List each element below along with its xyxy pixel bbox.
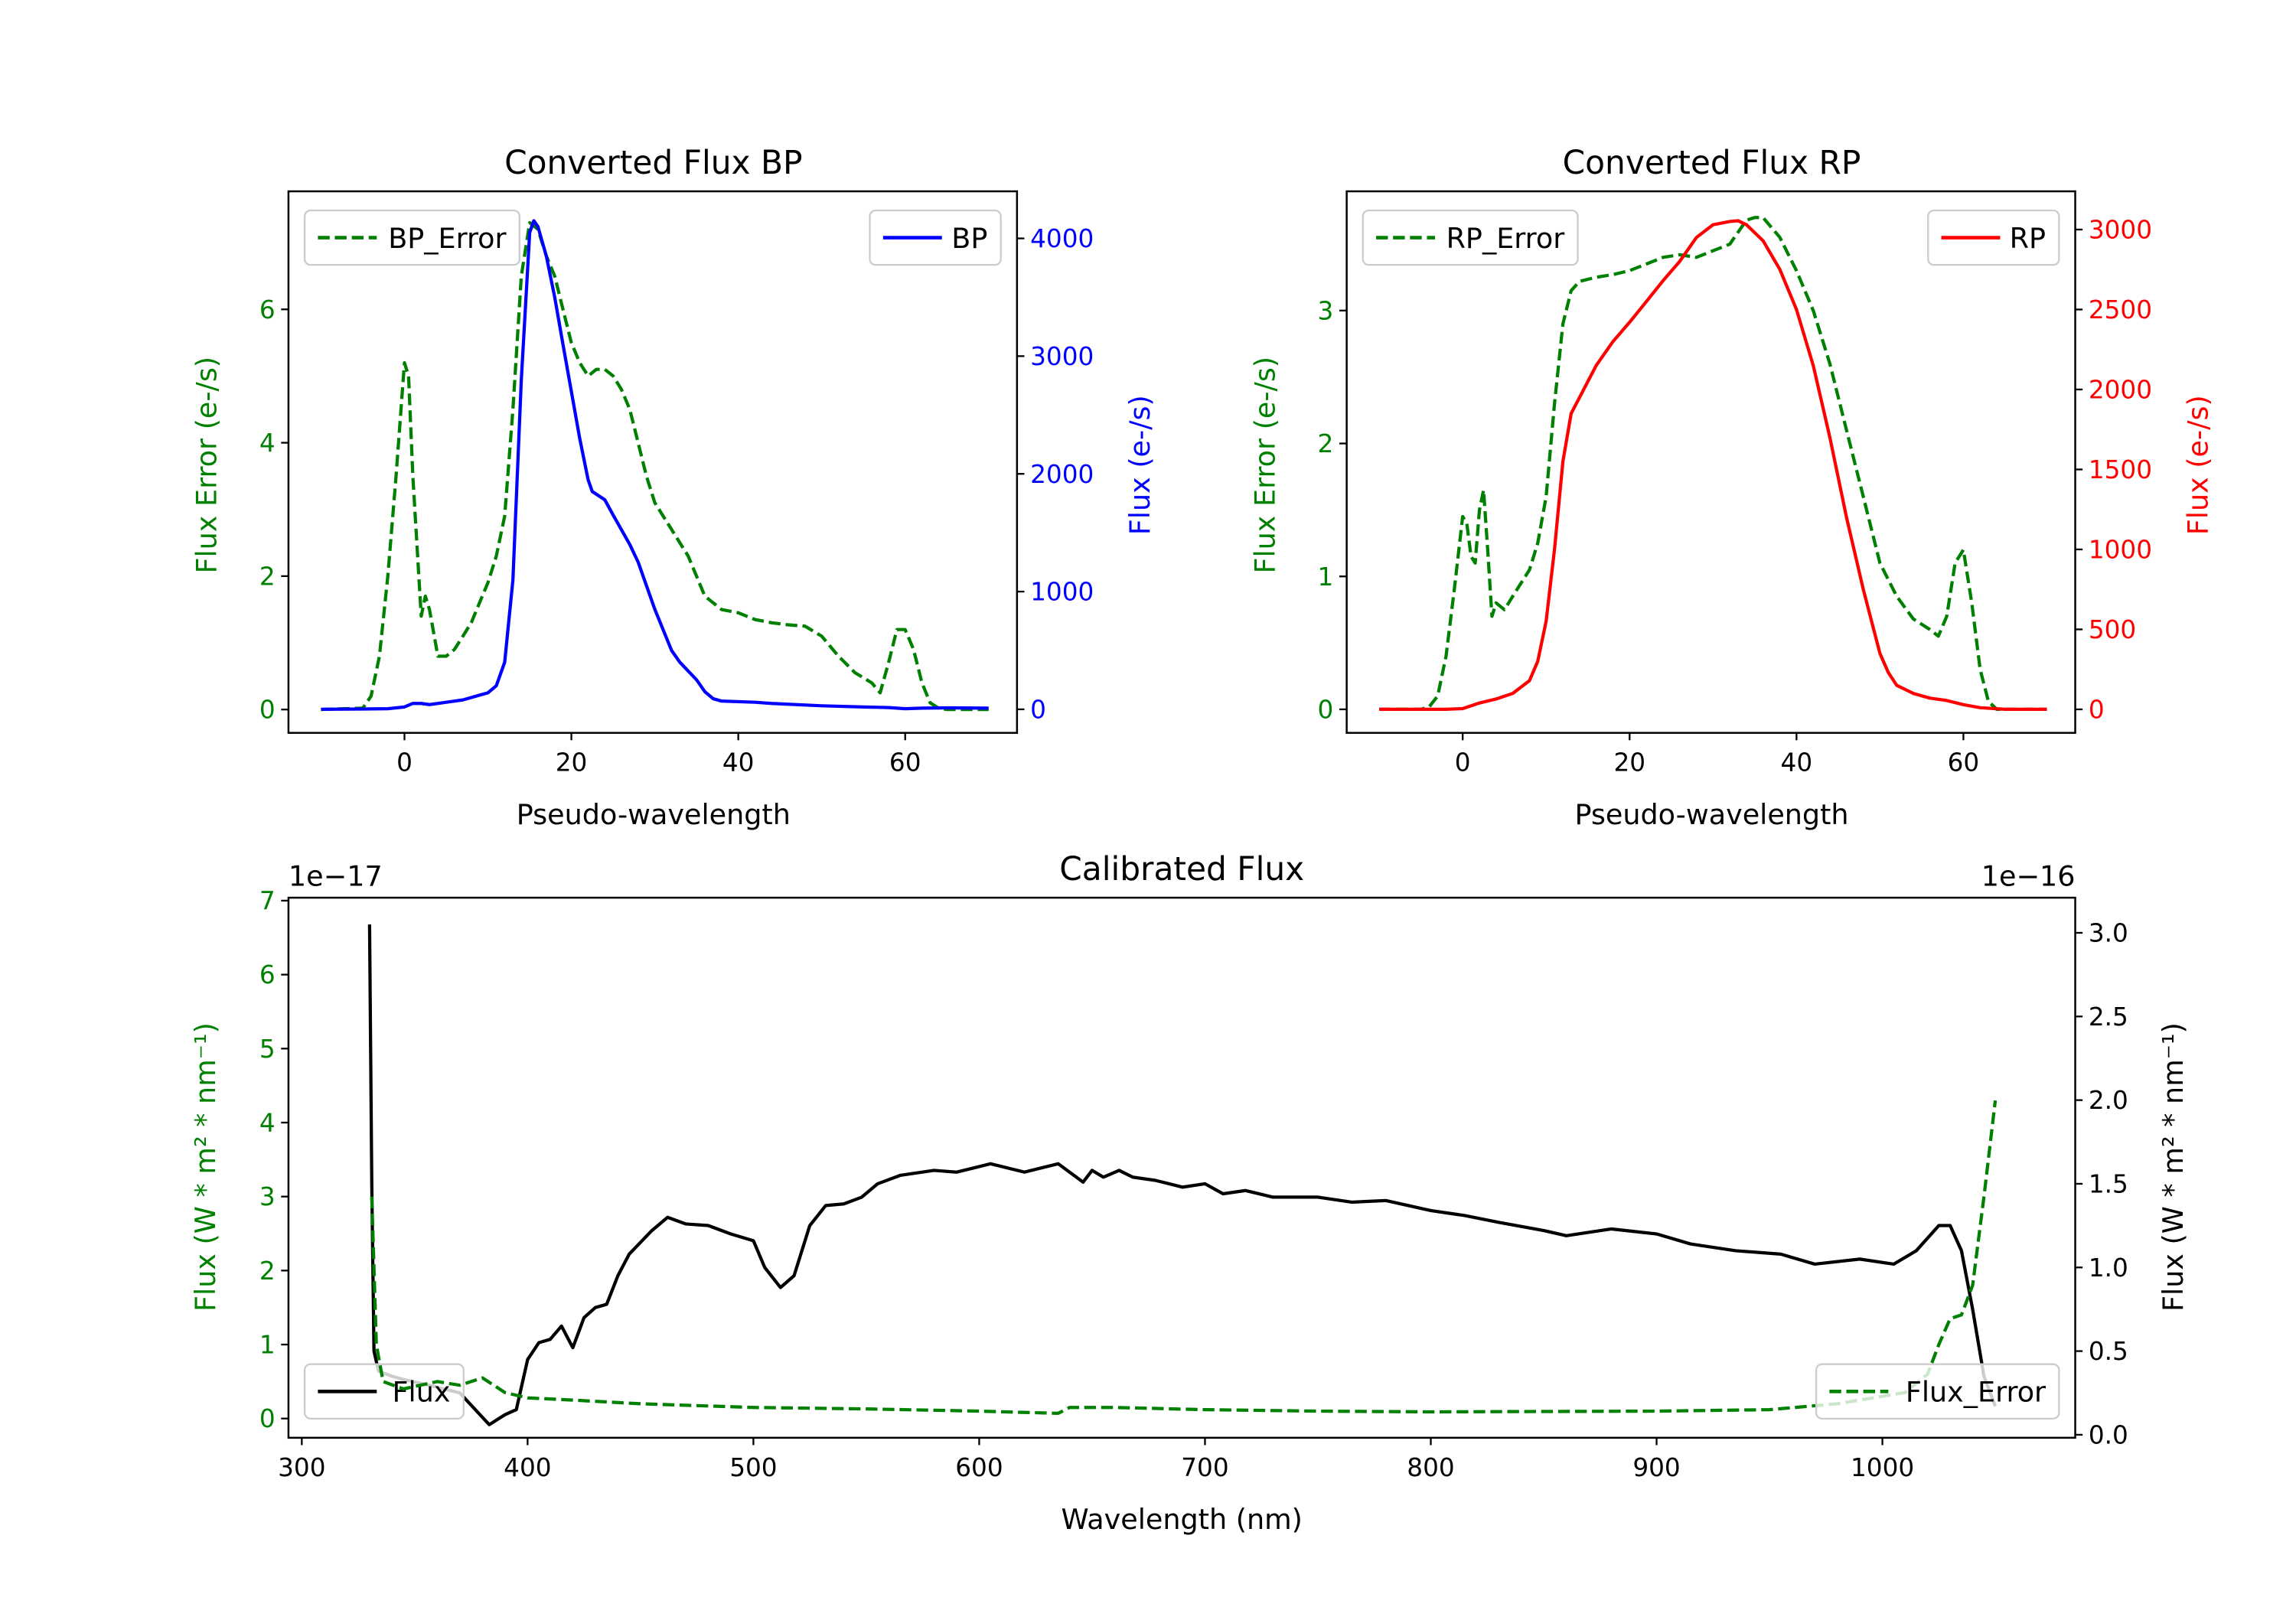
axes-frame bbox=[287, 896, 2076, 1439]
y-tick-label-right: 3000 bbox=[1030, 342, 1094, 371]
legend-box bbox=[303, 1363, 465, 1420]
x-tick-label: 800 bbox=[1407, 1453, 1454, 1482]
axes-frame bbox=[1345, 190, 2076, 734]
y-tick-label-left: 0 bbox=[259, 1404, 276, 1433]
series-line-bp bbox=[321, 219, 989, 712]
x-tick-label: 700 bbox=[1181, 1453, 1228, 1482]
y-tick-label-left: 0 bbox=[259, 696, 276, 725]
legend-box bbox=[1815, 1363, 2060, 1420]
y-tick-label-right: 0.5 bbox=[2089, 1337, 2128, 1366]
x-tick-label: 60 bbox=[889, 748, 921, 777]
y-tick-label-right: 1.0 bbox=[2089, 1253, 2128, 1283]
x-tick-label: 40 bbox=[1781, 748, 1813, 777]
legend-right: BP bbox=[869, 209, 1002, 266]
x-tick-label: 20 bbox=[556, 748, 588, 777]
y-tick-label-right: 1500 bbox=[2089, 455, 2152, 484]
y-tick-label-right: 500 bbox=[2089, 615, 2136, 644]
y-tick-label-right: 3.0 bbox=[2089, 919, 2128, 948]
x-tick-label: 500 bbox=[729, 1453, 777, 1482]
x-tick-label: 400 bbox=[504, 1453, 551, 1482]
y-tick-label-left: 5 bbox=[259, 1035, 276, 1064]
series-line-bp-error bbox=[321, 220, 989, 712]
y-tick-label-left: 3 bbox=[1318, 296, 1334, 325]
offset-text-right: 1e−16 bbox=[1981, 860, 2076, 893]
y-axis-label-right: Flux (e-/s) bbox=[2182, 395, 2215, 535]
y-tick-label-left: 6 bbox=[259, 960, 276, 989]
legend-left: Flux bbox=[303, 1363, 465, 1420]
y-tick-label-right: 2.5 bbox=[2089, 1002, 2128, 1032]
series-line-flux-error bbox=[370, 1100, 1998, 1416]
legend-left: RP_Error bbox=[1362, 209, 1579, 266]
legend-label: RP bbox=[2010, 222, 2046, 255]
chart-2: Calibrated Flux Wavelength (nm) Flux (W * … bbox=[189, 850, 2190, 1536]
x-tick-label: 300 bbox=[278, 1453, 325, 1482]
legend-label: Flux_Error bbox=[1906, 1376, 2047, 1409]
legend-box bbox=[1362, 209, 1579, 266]
y-axis-label-left: Flux Error (e-/s) bbox=[1248, 357, 1281, 574]
y-axis-label-left: Flux (W * m² * nm⁻¹) bbox=[189, 1022, 222, 1312]
x-axis-label: Pseudo-wavelength bbox=[1574, 798, 1848, 831]
x-axis-label: Pseudo-wavelength bbox=[517, 798, 791, 831]
x-tick-label: 1000 bbox=[1851, 1453, 1914, 1482]
x-axis-label: Wavelength (nm) bbox=[1062, 1503, 1303, 1536]
legend-box bbox=[303, 209, 520, 266]
legend-label: RP_Error bbox=[1446, 222, 1566, 255]
x-tick-label: 600 bbox=[955, 1453, 1003, 1482]
series-line-rp bbox=[1379, 219, 2047, 712]
chart-0: Converted Flux BP Pseudo-wavelength Flux E… bbox=[191, 144, 1156, 831]
chart-title: Calibrated Flux bbox=[1059, 850, 1304, 888]
y-tick-label-left: 4 bbox=[259, 1109, 276, 1138]
y-tick-label-left: 6 bbox=[259, 295, 276, 324]
y-tick-label-right: 0.0 bbox=[2089, 1420, 2128, 1449]
legend-left: BP_Error bbox=[303, 209, 520, 266]
offset-text-left: 1e−17 bbox=[289, 860, 383, 893]
x-tick-label: 60 bbox=[1948, 748, 1980, 777]
y-tick-label-left: 2 bbox=[259, 1257, 276, 1286]
y-tick-label-right: 2000 bbox=[2089, 375, 2152, 404]
y-tick-label-right: 0 bbox=[2089, 696, 2105, 725]
y-axis-label-right: Flux (e-/s) bbox=[1124, 395, 1156, 535]
y-tick-label-right: 4000 bbox=[1030, 224, 1094, 253]
y-axis-label-left: Flux Error (e-/s) bbox=[191, 357, 223, 574]
chart-title: Converted Flux BP bbox=[504, 144, 802, 181]
y-tick-label-right: 1000 bbox=[2089, 536, 2152, 565]
y-tick-label-right: 2000 bbox=[1030, 460, 1094, 489]
y-tick-label-left: 4 bbox=[259, 429, 276, 458]
y-tick-label-right: 3000 bbox=[2089, 215, 2152, 244]
legend-right: RP bbox=[1927, 209, 2060, 266]
y-tick-label-right: 2.0 bbox=[2089, 1086, 2128, 1115]
y-tick-label-left: 1 bbox=[259, 1331, 276, 1360]
x-tick-label: 20 bbox=[1613, 748, 1645, 777]
axes-frame bbox=[287, 190, 1019, 734]
legend-label: BP_Error bbox=[388, 222, 507, 255]
y-tick-label-left: 3 bbox=[259, 1182, 276, 1211]
y-tick-label-right: 1000 bbox=[1030, 578, 1094, 607]
y-tick-label-left: 2 bbox=[259, 562, 276, 591]
y-tick-label-left: 7 bbox=[259, 886, 276, 915]
chart-title: Converted Flux RP bbox=[1563, 144, 1861, 181]
y-axis-label-right: Flux (W * m² * nm⁻¹) bbox=[2157, 1022, 2190, 1312]
y-tick-label-right: 2500 bbox=[2089, 295, 2152, 324]
y-tick-label-right: 1.5 bbox=[2089, 1169, 2128, 1198]
legend-label: BP bbox=[951, 222, 987, 255]
y-tick-label-right: 0 bbox=[1030, 695, 1046, 724]
series-line-flux bbox=[367, 924, 1998, 1426]
x-tick-label: 40 bbox=[722, 748, 755, 777]
series-line-rp-error bbox=[1379, 216, 2047, 712]
y-tick-label-left: 1 bbox=[1318, 562, 1334, 592]
legend-right: Flux_Error bbox=[1815, 1363, 2060, 1420]
y-tick-label-left: 2 bbox=[1318, 429, 1334, 458]
x-tick-label: 0 bbox=[396, 748, 413, 777]
x-tick-label: 900 bbox=[1632, 1453, 1680, 1482]
x-tick-label: 0 bbox=[1455, 748, 1471, 777]
y-tick-label-left: 0 bbox=[1318, 695, 1334, 724]
chart-1: Converted Flux RP Pseudo-wavelength Flux E… bbox=[1248, 144, 2214, 831]
